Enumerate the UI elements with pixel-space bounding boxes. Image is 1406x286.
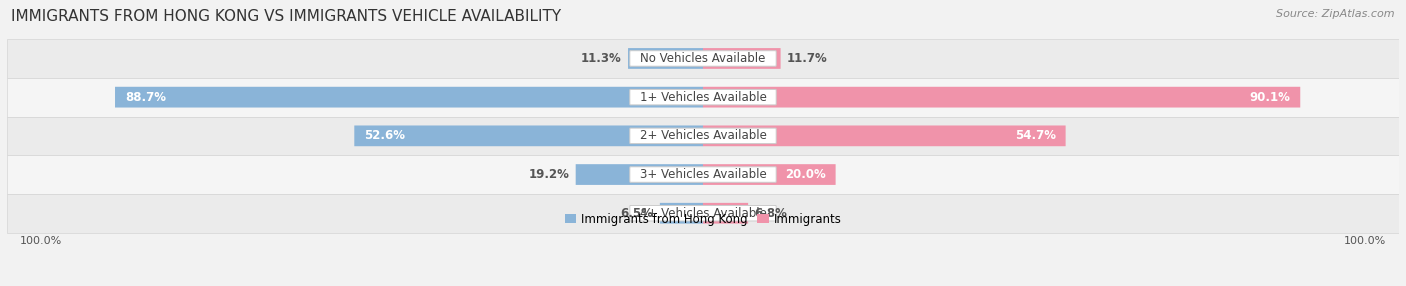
Text: 54.7%: 54.7% — [1015, 129, 1056, 142]
Text: 20.0%: 20.0% — [785, 168, 825, 181]
FancyBboxPatch shape — [7, 39, 1399, 78]
Text: 11.7%: 11.7% — [787, 52, 828, 65]
Text: 19.2%: 19.2% — [529, 168, 569, 181]
FancyBboxPatch shape — [703, 203, 748, 224]
Text: 100.0%: 100.0% — [20, 236, 62, 246]
Text: 6.5%: 6.5% — [620, 207, 654, 220]
Text: 1+ Vehicles Available: 1+ Vehicles Available — [640, 91, 766, 104]
Text: 3+ Vehicles Available: 3+ Vehicles Available — [640, 168, 766, 181]
FancyBboxPatch shape — [115, 87, 703, 108]
Text: No Vehicles Available: No Vehicles Available — [640, 52, 766, 65]
FancyBboxPatch shape — [659, 203, 703, 224]
FancyBboxPatch shape — [628, 48, 703, 69]
FancyBboxPatch shape — [7, 155, 1399, 194]
FancyBboxPatch shape — [703, 164, 835, 185]
Text: 52.6%: 52.6% — [364, 129, 405, 142]
Text: Source: ZipAtlas.com: Source: ZipAtlas.com — [1277, 9, 1395, 19]
FancyBboxPatch shape — [703, 126, 1066, 146]
Text: 88.7%: 88.7% — [125, 91, 166, 104]
FancyBboxPatch shape — [630, 167, 776, 182]
Legend: Immigrants from Hong Kong, Immigrants: Immigrants from Hong Kong, Immigrants — [560, 208, 846, 231]
Text: 2+ Vehicles Available: 2+ Vehicles Available — [640, 129, 766, 142]
FancyBboxPatch shape — [7, 116, 1399, 155]
FancyBboxPatch shape — [7, 194, 1399, 233]
FancyBboxPatch shape — [630, 206, 776, 221]
FancyBboxPatch shape — [703, 48, 780, 69]
Text: 100.0%: 100.0% — [1344, 236, 1386, 246]
Text: 11.3%: 11.3% — [581, 52, 621, 65]
FancyBboxPatch shape — [7, 78, 1399, 116]
Text: 4+ Vehicles Available: 4+ Vehicles Available — [640, 207, 766, 220]
FancyBboxPatch shape — [630, 51, 776, 66]
FancyBboxPatch shape — [703, 87, 1301, 108]
Text: IMMIGRANTS FROM HONG KONG VS IMMIGRANTS VEHICLE AVAILABILITY: IMMIGRANTS FROM HONG KONG VS IMMIGRANTS … — [11, 9, 561, 23]
Text: 90.1%: 90.1% — [1250, 91, 1291, 104]
FancyBboxPatch shape — [354, 126, 703, 146]
FancyBboxPatch shape — [630, 128, 776, 144]
FancyBboxPatch shape — [575, 164, 703, 185]
FancyBboxPatch shape — [630, 90, 776, 105]
Text: 6.8%: 6.8% — [755, 207, 787, 220]
